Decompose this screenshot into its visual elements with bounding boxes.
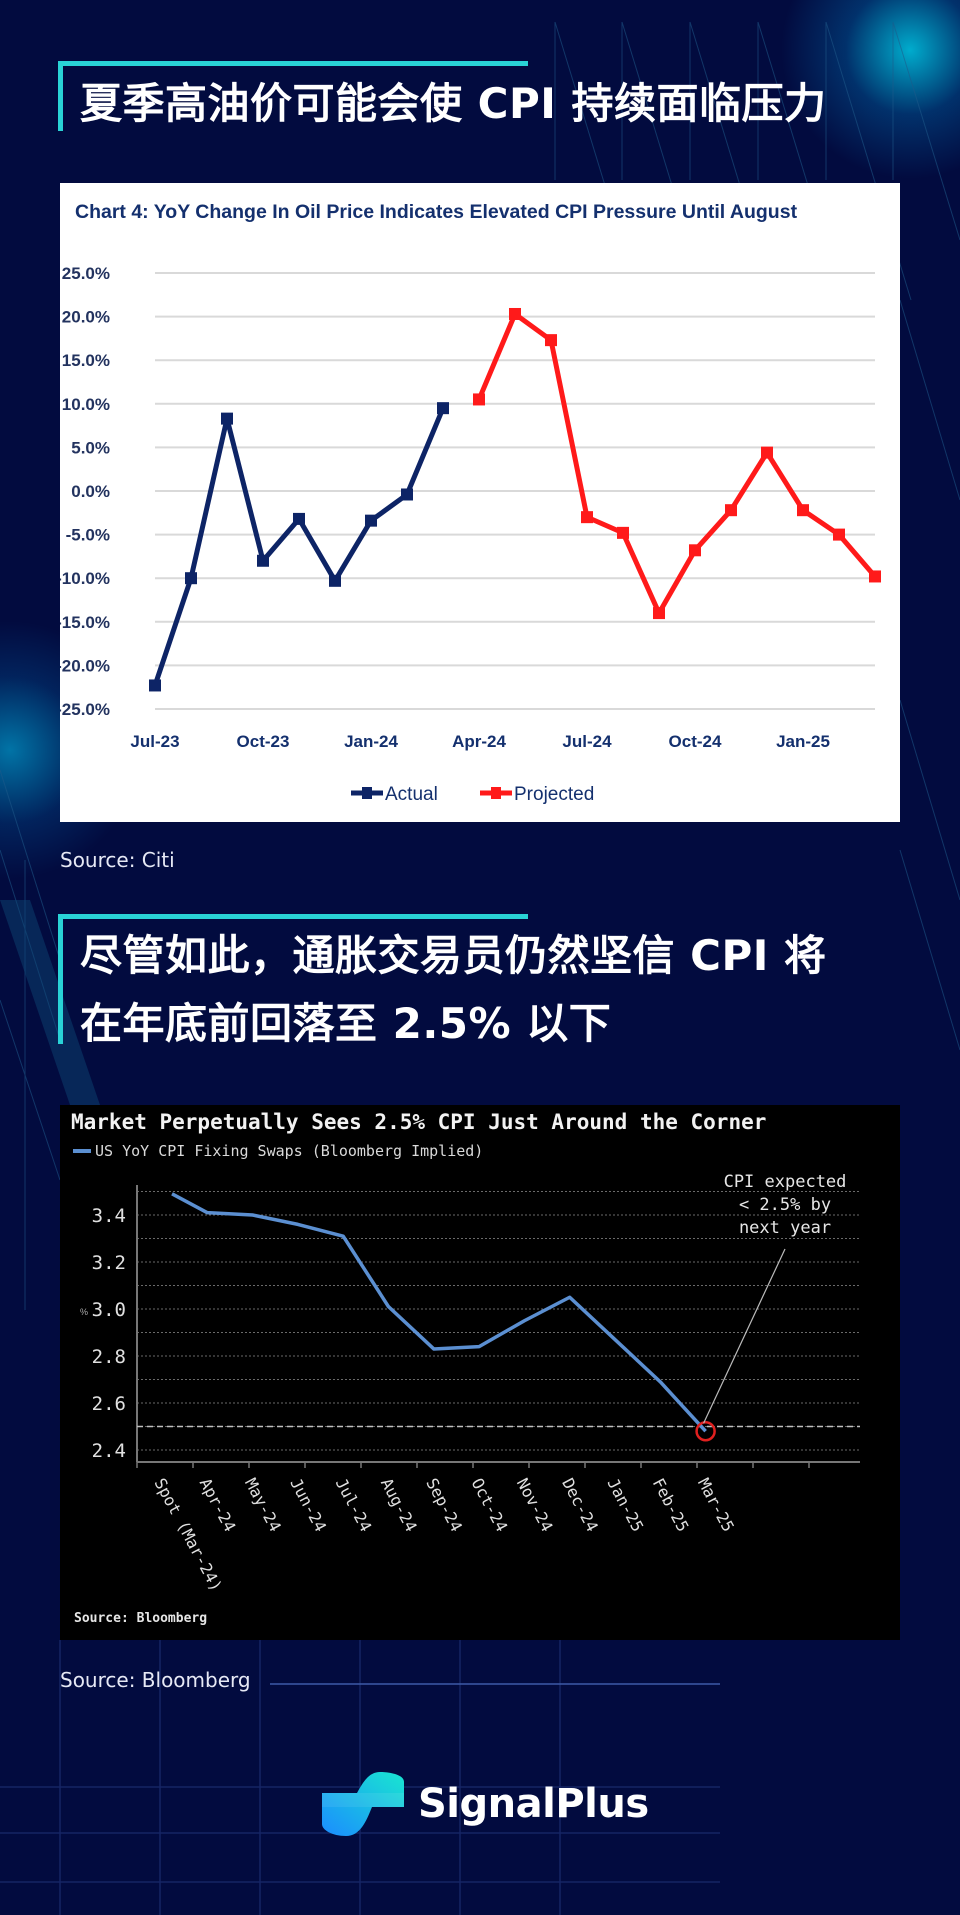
heading-accent-bar bbox=[58, 914, 528, 919]
data-point-marker bbox=[185, 572, 197, 585]
chart-source: Source: Bloomberg bbox=[74, 1611, 208, 1626]
x-tick-label: Oct-23 bbox=[237, 732, 290, 751]
legend-label: Actual bbox=[385, 784, 438, 805]
annotation-text: next year bbox=[739, 1218, 831, 1238]
data-point-marker bbox=[293, 512, 305, 525]
y-tick-label: -10.0% bbox=[60, 569, 110, 588]
data-point-marker bbox=[653, 607, 665, 620]
x-tick-label: Jan-25 bbox=[603, 1475, 647, 1535]
legend-label: Projected bbox=[514, 784, 594, 805]
x-tick-label: Sep-24 bbox=[422, 1475, 466, 1535]
data-point-marker bbox=[329, 574, 341, 587]
x-tick-label: Nov-24 bbox=[513, 1475, 557, 1535]
annotation-marker-circle bbox=[695, 1420, 716, 1442]
data-point-marker bbox=[509, 307, 521, 320]
x-tick-label: Jan-25 bbox=[776, 732, 830, 751]
data-point-marker bbox=[797, 504, 809, 517]
data-point-marker bbox=[689, 544, 701, 557]
x-tick-label: Oct-24 bbox=[468, 1475, 512, 1535]
data-point-marker bbox=[761, 446, 773, 459]
data-point-marker bbox=[365, 514, 377, 527]
x-tick-label: Apr-24 bbox=[452, 732, 506, 751]
y-axis-label: % bbox=[80, 1307, 88, 1317]
y-tick-label: 3.2 bbox=[92, 1252, 126, 1274]
y-tick-label: 2.4 bbox=[92, 1440, 126, 1462]
data-point-marker bbox=[221, 412, 233, 425]
y-tick-label: -5.0% bbox=[66, 526, 110, 545]
data-point-marker bbox=[617, 526, 629, 539]
y-tick-label: 25.0% bbox=[62, 264, 110, 283]
chart-plot: 3.43.23.02.82.62.4%Spot (Mar-24)Apr-24 Ma… bbox=[80, 1172, 860, 1594]
x-tick-label: Jun-24 bbox=[286, 1475, 330, 1535]
y-tick-label: 15.0% bbox=[62, 351, 110, 370]
annotation-text: < 2.5% by bbox=[739, 1195, 831, 1215]
data-point-marker bbox=[869, 570, 881, 583]
y-tick-label: 10.0% bbox=[62, 395, 110, 414]
data-point-marker bbox=[473, 393, 485, 406]
data-point-marker bbox=[581, 511, 593, 524]
data-point-marker bbox=[725, 504, 737, 517]
x-tick-label: Jul-23 bbox=[130, 732, 179, 751]
data-point-marker bbox=[149, 679, 161, 692]
x-tick-label: Dec-24 bbox=[558, 1475, 602, 1535]
logo-text: SignalPlus bbox=[418, 1781, 649, 1827]
heading-accent-bar bbox=[58, 61, 528, 66]
x-tick-label: Apr-24 bbox=[196, 1475, 240, 1535]
chart-title: Chart 4: YoY Change In Oil Price Indicat… bbox=[75, 201, 798, 223]
legend-label: US YoY CPI Fixing Swaps (Bloomberg Impli… bbox=[95, 1142, 484, 1160]
legend-marker bbox=[362, 787, 372, 799]
y-tick-label: 20.0% bbox=[62, 308, 110, 327]
x-tick-label: Jul-24 bbox=[562, 732, 612, 751]
annotation-pointer bbox=[703, 1248, 786, 1424]
series-line-actual bbox=[152, 407, 446, 687]
chart-plot: 25.0% 20.0% 15.0% 10.0% 5.0% 0.0% -5.0% -10.0% -… bbox=[60, 264, 881, 805]
y-tick-label: 3.0 bbox=[92, 1299, 126, 1321]
x-tick-label: Oct-24 bbox=[669, 732, 722, 751]
y-tick-label: 2.8 bbox=[92, 1346, 126, 1368]
x-tick-label: Aug-24 bbox=[377, 1475, 421, 1535]
data-point-marker bbox=[545, 334, 557, 347]
cpi-swaps-chart: Market Perpetually Sees 2.5% CPI Just Ar… bbox=[60, 1105, 900, 1640]
section2-heading-line1: 尽管如此，通胀交易员仍然坚信 CPI 将 bbox=[80, 931, 827, 980]
chart-legend: US YoY CPI Fixing Swaps (Bloomberg Impli… bbox=[73, 1142, 483, 1160]
oil-price-chart: Chart 4: YoY Change In Oil Price Indicat… bbox=[60, 183, 900, 822]
source-bloomberg: Source: Bloomberg bbox=[60, 1668, 251, 1692]
legend-swatch bbox=[73, 1149, 91, 1153]
source-citi: Source: Citi bbox=[60, 848, 175, 872]
data-point-marker bbox=[401, 488, 413, 501]
x-tick-label: Jan-24 bbox=[344, 732, 398, 751]
y-tick-label: -20.0% bbox=[60, 656, 110, 675]
x-tick-label: Mar-25 bbox=[694, 1475, 738, 1535]
legend-marker bbox=[491, 787, 501, 799]
y-tick-label: 3.4 bbox=[92, 1205, 126, 1227]
x-tick-label: Jul-24 bbox=[332, 1475, 376, 1535]
y-tick-label: -15.0% bbox=[60, 613, 110, 632]
signalplus-logo-icon bbox=[322, 1772, 404, 1836]
data-point-marker bbox=[257, 554, 269, 567]
x-tick-label: Feb-25 bbox=[649, 1475, 693, 1535]
y-tick-label: 5.0% bbox=[71, 438, 110, 457]
signalplus-logo: SignalPlus bbox=[322, 1772, 649, 1836]
chart-title: Market Perpetually Sees 2.5% CPI Just Ar… bbox=[71, 1110, 767, 1134]
heading-accent-bar bbox=[58, 914, 63, 1044]
y-tick-label: -25.0% bbox=[60, 700, 110, 719]
section1-heading: 夏季高油价可能会使 CPI 持续面临压力 bbox=[80, 79, 827, 128]
heading-accent-bar bbox=[58, 61, 63, 131]
x-tick-label: May-24 bbox=[241, 1475, 285, 1535]
series-line bbox=[171, 1192, 707, 1433]
series-line-projected bbox=[476, 310, 877, 619]
data-point-marker bbox=[833, 528, 845, 541]
y-tick-label: 0.0% bbox=[71, 482, 110, 501]
data-point-marker bbox=[437, 402, 449, 415]
section2-heading-line2: 在年底前回落至 2.5% 以下 bbox=[80, 999, 612, 1048]
y-tick-label: 2.6 bbox=[92, 1393, 126, 1415]
annotation-text: CPI expected bbox=[724, 1172, 847, 1192]
